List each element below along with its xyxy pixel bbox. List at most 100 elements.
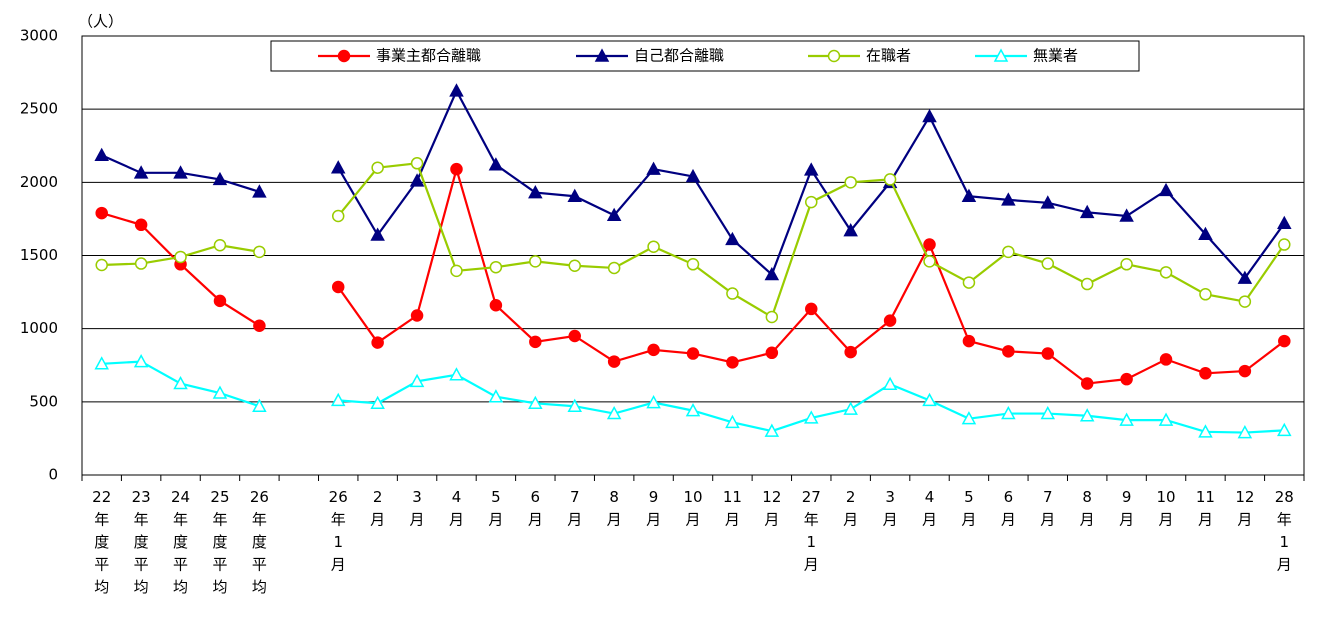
x-tick-label-part: 月 xyxy=(843,510,858,528)
x-tick-label-part: 月 xyxy=(1080,510,1095,528)
y-tick-label: 2000 xyxy=(20,173,58,191)
x-tick-label: 12 月 xyxy=(1235,488,1254,529)
marker xyxy=(489,299,503,312)
x-tick-label: 22 年度平均 xyxy=(92,488,111,596)
marker xyxy=(567,188,583,202)
marker xyxy=(449,83,464,97)
marker xyxy=(726,356,739,369)
marker xyxy=(253,319,266,332)
marker xyxy=(1158,412,1174,426)
marker xyxy=(686,258,700,271)
marker xyxy=(1198,424,1213,438)
x-tick-label-part: 年 xyxy=(1277,510,1292,528)
x-tick-label-part: 月 xyxy=(410,510,425,528)
x-tick-label-part: 月 xyxy=(804,555,819,573)
x-tick-label-part: 均 xyxy=(252,578,267,596)
marker xyxy=(133,165,149,179)
marker xyxy=(961,411,977,425)
y-tick-label: 1000 xyxy=(20,319,58,337)
marker xyxy=(1237,424,1253,439)
x-tick-label-part: 10 xyxy=(1156,488,1175,506)
marker xyxy=(607,355,621,368)
x-tick-label-part: 月 xyxy=(607,510,622,528)
marker xyxy=(1001,192,1016,206)
marker xyxy=(594,48,610,62)
x-tick-label-part: 22 xyxy=(92,488,111,506)
marker xyxy=(568,259,581,272)
marker xyxy=(252,184,267,198)
marker xyxy=(1277,422,1292,437)
line xyxy=(101,162,1286,319)
x-tick-label: 26 年 1 月 xyxy=(329,488,348,574)
marker xyxy=(962,334,976,348)
marker xyxy=(1237,270,1253,284)
marker xyxy=(1278,334,1291,348)
marker xyxy=(805,302,818,316)
marker xyxy=(213,294,227,308)
marker xyxy=(1159,353,1173,366)
y-tick-label: 500 xyxy=(29,392,58,410)
x-tick-label-part: 4 xyxy=(452,488,462,506)
x-tick-label-part: 年 xyxy=(134,510,149,528)
x-tick-label: 11 月 xyxy=(723,488,742,529)
marker xyxy=(805,195,818,209)
marker xyxy=(1001,405,1016,420)
marker xyxy=(922,392,937,407)
x-tick-label-part: 月 xyxy=(1119,510,1134,528)
marker xyxy=(1238,295,1252,308)
marker xyxy=(488,157,504,171)
x-tick-label-part: 月 xyxy=(1159,510,1174,528)
marker xyxy=(95,206,108,220)
x-tick-label-part: 2 xyxy=(846,488,856,506)
marker xyxy=(882,376,898,391)
x-tick-label-part: 月 xyxy=(1237,510,1252,528)
x-tick-label-part: 11 xyxy=(1196,488,1215,506)
marker xyxy=(1119,208,1134,222)
marker xyxy=(844,345,857,359)
marker xyxy=(764,266,780,281)
marker xyxy=(330,160,346,174)
marker xyxy=(1041,347,1055,360)
x-tick-label-part: 平 xyxy=(134,555,149,573)
x-tick-label-part: 月 xyxy=(1040,510,1055,528)
x-tick-label: 28 年 1 月 xyxy=(1275,488,1294,574)
marker xyxy=(450,264,463,278)
x-tick-label-part: 月 xyxy=(331,555,346,573)
x-tick-label-part: 7 xyxy=(1043,488,1053,506)
x-tick-label-part: 年 xyxy=(173,510,188,528)
marker xyxy=(726,287,739,300)
x-tick-label-part: 年 xyxy=(804,510,819,528)
marker xyxy=(686,347,700,360)
marker xyxy=(173,165,188,179)
marker xyxy=(1158,182,1174,197)
marker xyxy=(843,223,858,237)
marker xyxy=(646,161,661,175)
x-tick-label-part: 4 xyxy=(925,488,935,506)
x-tick-label-part: 均 xyxy=(173,578,188,596)
x-tick-label-part: 12 xyxy=(762,488,781,506)
marker xyxy=(1040,405,1056,420)
y-tick-label: 1500 xyxy=(20,246,58,264)
marker xyxy=(764,423,780,437)
y-tick-label: 3000 xyxy=(20,27,58,45)
x-tick-label-part: 6 xyxy=(1004,488,1014,506)
x-tick-label-part: 9 xyxy=(649,488,659,506)
marker xyxy=(923,255,936,268)
marker xyxy=(370,395,385,410)
marker xyxy=(331,280,345,294)
x-tick-label-part: 度 xyxy=(252,533,267,551)
x-tick-label-part: 年 xyxy=(252,510,267,528)
x-tick-label-part: 10 xyxy=(683,488,702,506)
marker xyxy=(371,336,384,349)
x-tick-label-part: 月 xyxy=(646,510,661,528)
marker xyxy=(371,161,384,174)
x-tick-label-part: 度 xyxy=(212,533,227,551)
x-tick-label: 10 月 xyxy=(1156,488,1175,529)
